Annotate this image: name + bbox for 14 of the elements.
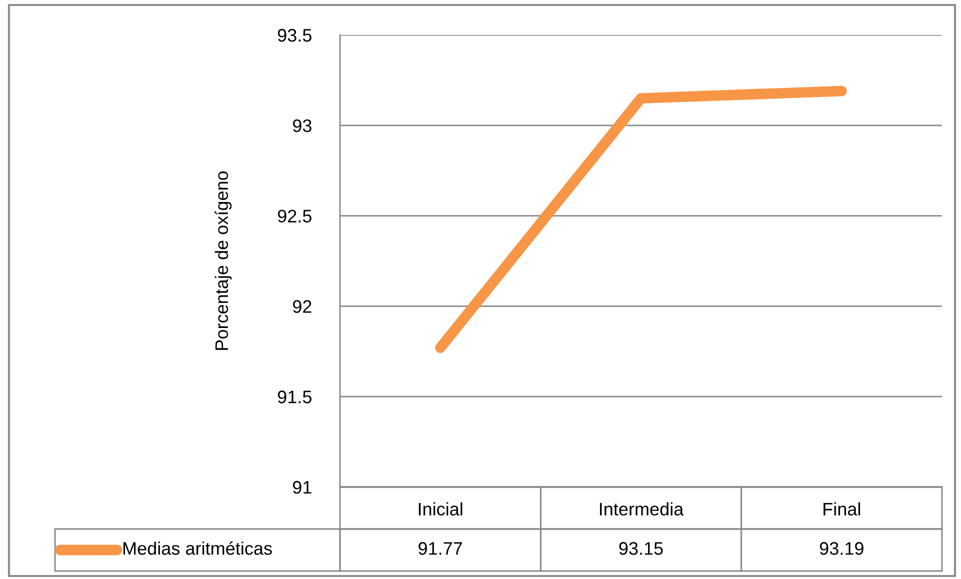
y-axis-title: Porcentaje de oxígeno: [214, 171, 232, 350]
data-label: 93.19: [820, 542, 864, 555]
y-tick-label: 91.5: [278, 390, 312, 404]
y-tick-label: 92.5: [278, 210, 312, 223]
x-tick-label: Inicial: [418, 502, 462, 516]
y-tick-label: 91: [292, 480, 312, 494]
y-tick-label: 93: [292, 119, 312, 132]
data-label: 91.77: [418, 542, 462, 555]
legend-label: Medias aritméticas: [123, 541, 272, 555]
data-label: 93.15: [619, 542, 663, 555]
x-tick-label: Intermedia: [600, 502, 684, 516]
y-tick-label: 93.5: [278, 28, 312, 42]
x-tick-label: Final: [824, 502, 860, 516]
y-tick-label: 92: [292, 300, 312, 313]
